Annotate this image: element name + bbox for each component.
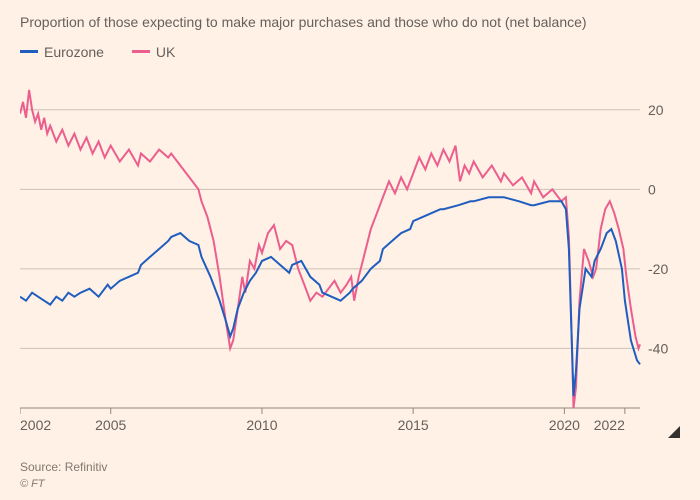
- x-axis: 2002 2005 2010 2015 2020 2022: [20, 408, 640, 433]
- source-text: Source: Refinitiv: [20, 460, 107, 474]
- svg-text:20: 20: [648, 102, 664, 118]
- svg-text:-20: -20: [648, 261, 668, 277]
- svg-text:2002: 2002: [20, 417, 51, 433]
- svg-text:-40: -40: [648, 340, 668, 356]
- copyright-text: © FT: [20, 478, 45, 490]
- svg-text:2010: 2010: [246, 417, 277, 433]
- legend-label-uk: UK: [156, 44, 175, 60]
- chart-container: Proportion of those expecting to make ma…: [0, 0, 700, 500]
- legend-label-eurozone: Eurozone: [44, 44, 104, 60]
- chart-subtitle: Proportion of those expecting to make ma…: [20, 14, 587, 30]
- series-eurozone: [20, 197, 640, 396]
- series-uk: [20, 90, 640, 408]
- svg-text:2020: 2020: [549, 417, 580, 433]
- ft-corner-flash: [668, 426, 680, 438]
- legend-item-uk: UK: [132, 44, 175, 60]
- svg-text:2015: 2015: [398, 417, 429, 433]
- legend-swatch-eurozone: [20, 50, 38, 53]
- svg-text:2005: 2005: [95, 417, 126, 433]
- legend-swatch-uk: [132, 50, 150, 53]
- line-chart: 20 0 -20 -40 2002 2005 2010 2015 2020 2022: [20, 68, 680, 438]
- svg-text:0: 0: [648, 181, 656, 197]
- data-lines: [20, 90, 640, 408]
- legend: Eurozone UK: [20, 40, 199, 60]
- gridlines: [20, 110, 640, 349]
- legend-item-eurozone: Eurozone: [20, 44, 104, 60]
- y-axis: 20 0 -20 -40: [648, 102, 668, 357]
- svg-text:2022: 2022: [594, 417, 625, 433]
